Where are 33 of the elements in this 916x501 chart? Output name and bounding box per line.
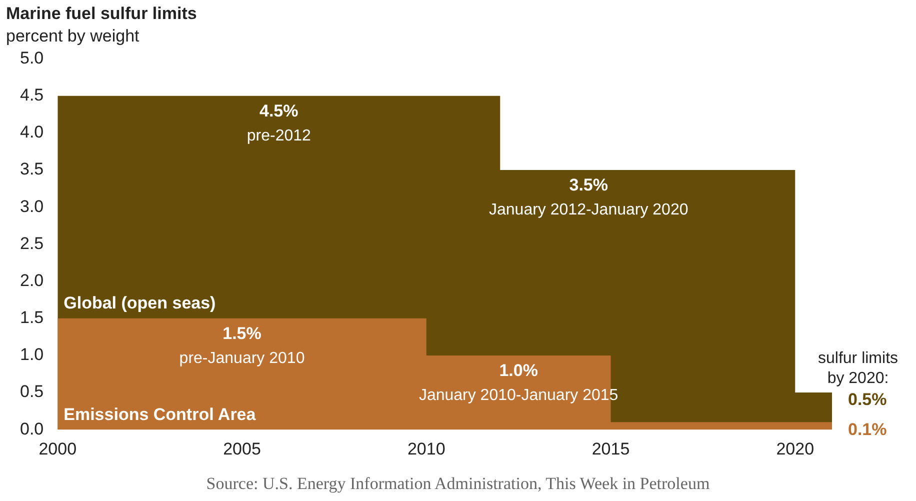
annotation: 4.5% (260, 102, 298, 121)
chart-title: Marine fuel sulfur limits (6, 4, 197, 23)
y-tick-label: 4.0 (20, 122, 44, 142)
x-tick-label: 2005 (223, 439, 261, 458)
data-label: 0.1% (848, 420, 887, 439)
annotation: 3.5% (569, 176, 608, 195)
y-tick-label: 1.0 (20, 345, 44, 364)
y-tick-label: 0.0 (20, 419, 44, 438)
y-tick-label: 5.0 (20, 48, 44, 68)
series-label: Global (open seas) (64, 294, 216, 313)
x-tick-label: 2010 (407, 439, 446, 458)
y-tick-label: 1.5 (20, 308, 44, 328)
annotation: pre-January 2010 (179, 350, 305, 367)
y-tick-label: 3.5 (20, 160, 44, 179)
y-tick-label: 2.0 (20, 270, 44, 290)
annotation: January 2010-January 2015 (418, 386, 618, 404)
y-tick-label: 0.5 (20, 382, 44, 402)
annotation: by 2020: (827, 370, 889, 387)
y-tick-label: 2.5 (20, 234, 44, 253)
data-label: 0.5% (848, 390, 887, 410)
series-label: Emissions Control Area (64, 404, 256, 424)
y-tick-label: 4.5 (20, 86, 44, 105)
source-note: Source: U.S. Energy Information Administration, This Week in Petroleum (205, 474, 711, 494)
x-tick-label: 2020 (776, 439, 814, 458)
annotation: 1.5% (222, 324, 262, 344)
annotation: 1.0% (499, 361, 538, 380)
annotation: January 2012-January 2020 (489, 201, 688, 218)
annotation: sulfur limits (818, 350, 898, 367)
x-tick-label: 2000 (38, 439, 77, 458)
chart-subtitle: percent by weight (6, 26, 140, 46)
annotation: pre-2012 (246, 127, 312, 144)
y-tick-label: 3.0 (20, 196, 44, 216)
x-tick-label: 2015 (592, 439, 630, 458)
